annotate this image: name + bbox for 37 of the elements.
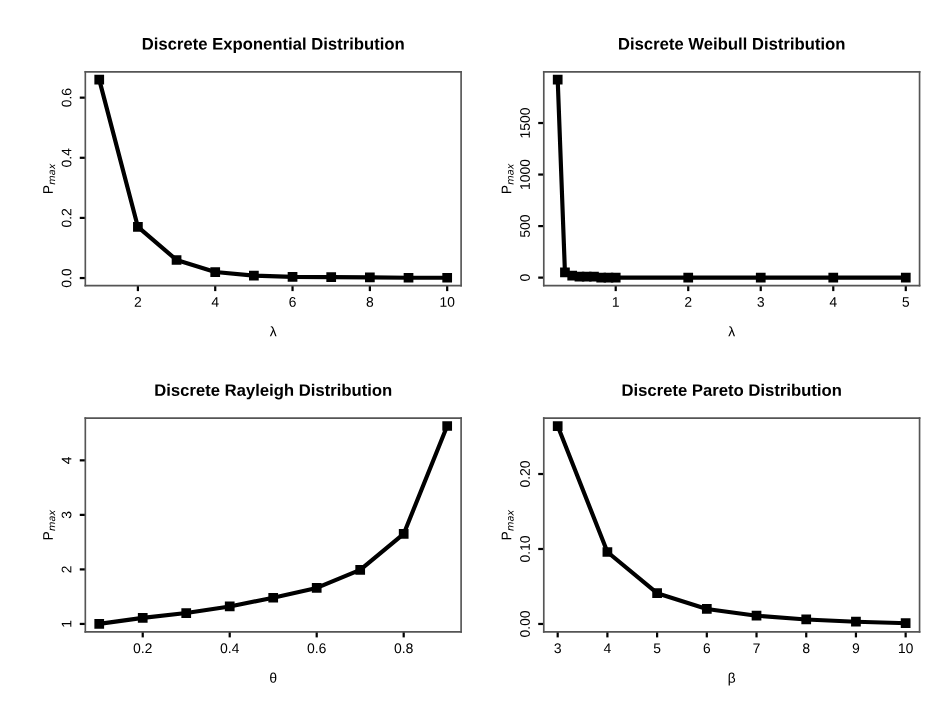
- point: [442, 421, 453, 431]
- point: [755, 272, 766, 283]
- point: [398, 529, 409, 539]
- point: [900, 618, 911, 629]
- chart-title: Discrete Pareto Distribution: [622, 383, 841, 397]
- point: [94, 74, 105, 85]
- point: [137, 613, 148, 623]
- point: [249, 270, 259, 281]
- point: [751, 610, 762, 621]
- point: [133, 222, 143, 232]
- point: [851, 616, 861, 627]
- point: [828, 272, 839, 283]
- point: [442, 272, 453, 283]
- point: [365, 272, 375, 283]
- point: [683, 272, 694, 283]
- point: [210, 267, 221, 277]
- point: [900, 272, 911, 283]
- point: [171, 255, 182, 265]
- point: [326, 272, 337, 282]
- point: [94, 619, 105, 629]
- point: [311, 583, 322, 593]
- point: [355, 565, 366, 575]
- chart-title: Discrete Exponential Distribution: [142, 37, 404, 54]
- point: [701, 604, 712, 614]
- point: [224, 601, 235, 612]
- point: [652, 588, 662, 599]
- point: [552, 421, 563, 431]
- point: [602, 547, 613, 557]
- point: [268, 592, 279, 603]
- chart-title: Discrete Rayleigh Distribution: [155, 383, 392, 400]
- point: [610, 272, 621, 283]
- point: [552, 74, 563, 85]
- point: [181, 608, 192, 618]
- chart-title: Discrete Weibull Distribution: [619, 37, 845, 50]
- point: [403, 272, 414, 283]
- point: [287, 271, 298, 282]
- point: [801, 614, 812, 625]
